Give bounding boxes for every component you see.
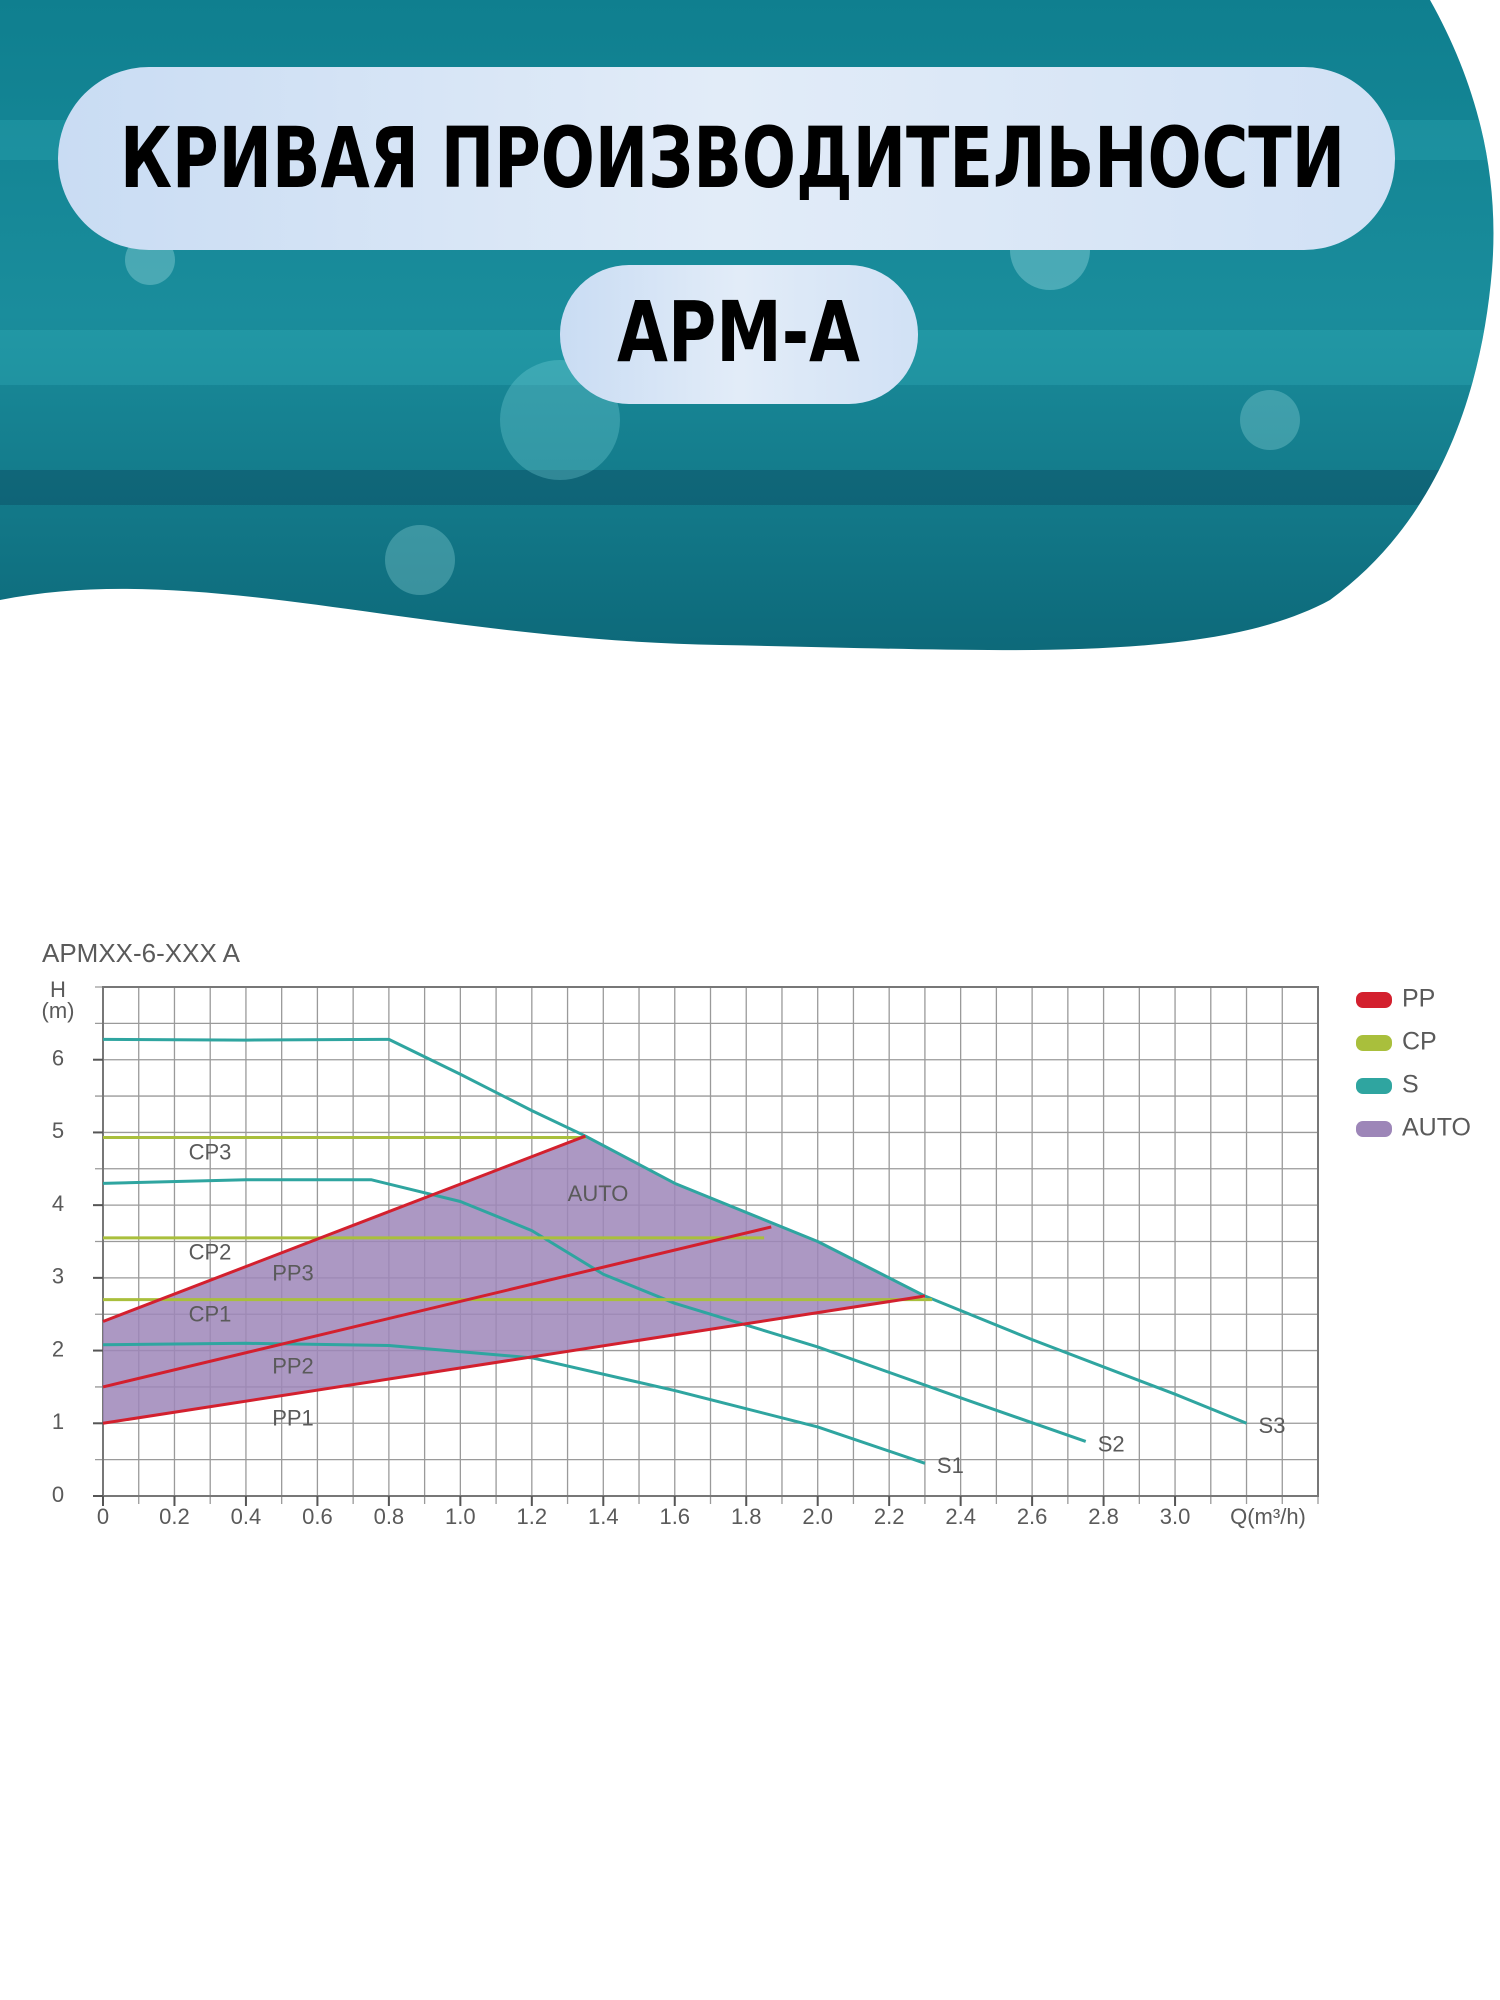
x-tick-label: 1.0	[445, 1504, 476, 1529]
x-tick-label: 2.2	[874, 1504, 905, 1529]
x-tick-label: 1.4	[588, 1504, 619, 1529]
header-title: КРИВАЯ ПРОИЗВОДИТЕЛЬНОСТИ	[120, 109, 1345, 207]
y-axis-unit: (m)	[42, 998, 75, 1023]
legend-swatch	[1356, 1078, 1392, 1094]
curve-S	[102, 1037, 1248, 1425]
x-tick-label: 0.2	[159, 1504, 190, 1529]
y-tick-label: 0	[52, 1482, 64, 1507]
y-tick-label: 6	[52, 1046, 64, 1071]
curve-S	[102, 1178, 1087, 1443]
x-tick-label: 2.8	[1088, 1504, 1119, 1529]
curve-label: CP2	[189, 1240, 232, 1265]
plot-frame	[102, 986, 1319, 1497]
x-tick-label: 1.6	[659, 1504, 690, 1529]
legend-label: CP	[1402, 1028, 1437, 1056]
subtitle-pill	[560, 265, 918, 404]
y-tick-label: 5	[52, 1118, 64, 1143]
auto-area	[103, 1136, 925, 1424]
x-tick-label: 0.8	[374, 1504, 405, 1529]
curve-label: PP2	[272, 1353, 314, 1378]
legend-label: S	[1402, 1071, 1419, 1099]
x-tick-label: 3.0	[1160, 1504, 1191, 1529]
y-tick-label: 3	[52, 1264, 64, 1289]
curve-label: PP1	[272, 1406, 314, 1431]
legend-swatch	[1356, 1121, 1392, 1137]
chart-title: APMXX-6-XXX A	[42, 938, 241, 968]
curve-label: S3	[1259, 1413, 1286, 1438]
title-pill	[58, 67, 1395, 250]
curve-label: CP3	[189, 1139, 232, 1164]
chart: APMXX-6-XXX A H (m) 0 0.2 0.4 0.6 0.8 1.0 1.2 1…	[42, 938, 1471, 1529]
legend-swatch	[1356, 1035, 1392, 1051]
curve-PP	[102, 1225, 772, 1389]
curve-label: S2	[1098, 1431, 1125, 1456]
curve-label: CP1	[189, 1301, 232, 1326]
header-subtitle: APM-A	[617, 283, 860, 381]
curve-PP	[102, 1294, 926, 1425]
y-axis-label: H	[50, 977, 66, 1002]
legend-label: AUTO	[1402, 1114, 1471, 1142]
x-tick-label: 0	[97, 1504, 109, 1529]
curve-label: S1	[937, 1453, 964, 1478]
legend-swatch	[1356, 992, 1392, 1008]
curve-PP	[102, 1134, 586, 1323]
x-tick-label: 2.4	[945, 1504, 976, 1529]
legend-label: PP	[1402, 985, 1435, 1013]
x-tick-label: 2.0	[802, 1504, 833, 1529]
area-label: AUTO	[568, 1181, 629, 1206]
curve-label: PP3	[272, 1260, 314, 1285]
y-tick-label: 4	[52, 1191, 64, 1216]
x-tick-label: 0.6	[302, 1504, 333, 1529]
x-tick-label: 2.6	[1017, 1504, 1048, 1529]
y-tick-label: 1	[52, 1409, 64, 1434]
x-tick-label: 0.4	[231, 1504, 262, 1529]
x-tick-label: 1.8	[731, 1504, 762, 1529]
x-tick-label: 1.2	[517, 1504, 548, 1529]
y-tick-label: 2	[52, 1336, 64, 1361]
x-axis-label: Q(m³/h)	[1230, 1504, 1306, 1529]
